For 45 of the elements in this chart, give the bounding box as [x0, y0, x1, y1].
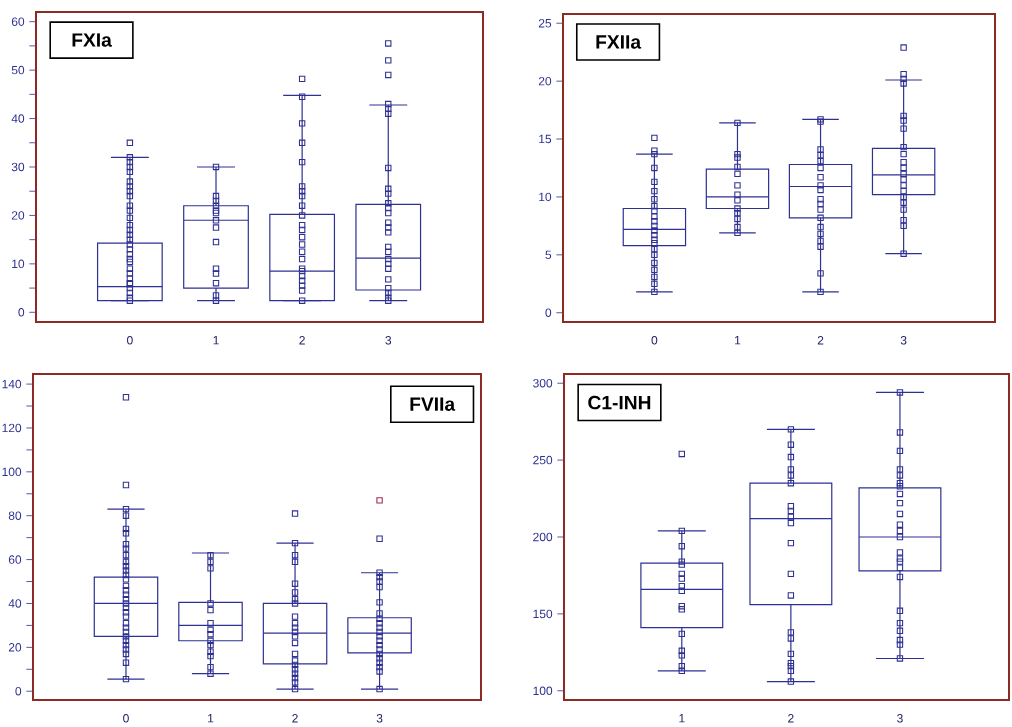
- y-tick-label: 60: [8, 555, 22, 564]
- text: FXIa: [72, 33, 112, 47]
- y-tick-label: 20: [538, 76, 552, 86]
- y-tick-label: 100: [2, 467, 22, 477]
- y-tick-label: 25: [538, 19, 552, 28]
- x-tick-label: 3: [900, 336, 907, 345]
- y-tick-label: 10: [539, 192, 552, 202]
- text: FVIIa: [410, 397, 456, 411]
- x-tick-label: 0: [651, 336, 658, 345]
- x-tick-label: 1: [679, 714, 685, 723]
- text: C1-INH: [588, 395, 651, 410]
- x-tick-label: 3: [376, 714, 383, 723]
- y-tick-label: 100: [533, 686, 553, 696]
- y-tick-label: 20: [8, 643, 22, 652]
- x-tick-label: 1: [213, 336, 219, 345]
- y-tick-label: 300: [533, 378, 553, 388]
- y-tick-label: 40: [8, 599, 22, 608]
- x-tick-label: 3: [897, 714, 903, 723]
- x-tick-label: 1: [735, 336, 741, 345]
- y-tick-label: 40: [11, 114, 25, 123]
- y-tick-label: 200: [533, 532, 553, 542]
- x-tick-label: 0: [127, 336, 133, 345]
- text: FXIIa: [596, 35, 642, 49]
- y-tick-label: 5: [545, 250, 552, 260]
- y-tick-label: 140: [2, 379, 22, 389]
- y-tick-label: 150: [533, 609, 553, 619]
- y-tick-label: 0: [545, 308, 552, 317]
- y-tick-label: 50: [11, 65, 25, 75]
- y-tick-label: 30: [11, 162, 25, 172]
- y-tick-label: 0: [15, 686, 22, 696]
- y-tick-label: 0: [18, 308, 25, 317]
- y-tick-label: 20: [11, 211, 25, 220]
- x-tick-label: 1: [208, 714, 214, 723]
- x-tick-label: 2: [299, 336, 305, 345]
- x-tick-label: 3: [385, 336, 392, 345]
- x-tick-label: 0: [123, 714, 129, 723]
- y-tick-label: 10: [12, 259, 25, 269]
- y-tick-label: 15: [539, 134, 552, 144]
- x-tick-label: 2: [292, 714, 298, 723]
- y-tick-label: 250: [533, 455, 553, 465]
- y-tick-label: 60: [11, 17, 25, 26]
- x-tick-label: 2: [817, 336, 824, 345]
- y-tick-label: 80: [8, 511, 22, 520]
- x-tick-label: 2: [788, 714, 794, 723]
- y-tick-label: 120: [2, 423, 22, 433]
